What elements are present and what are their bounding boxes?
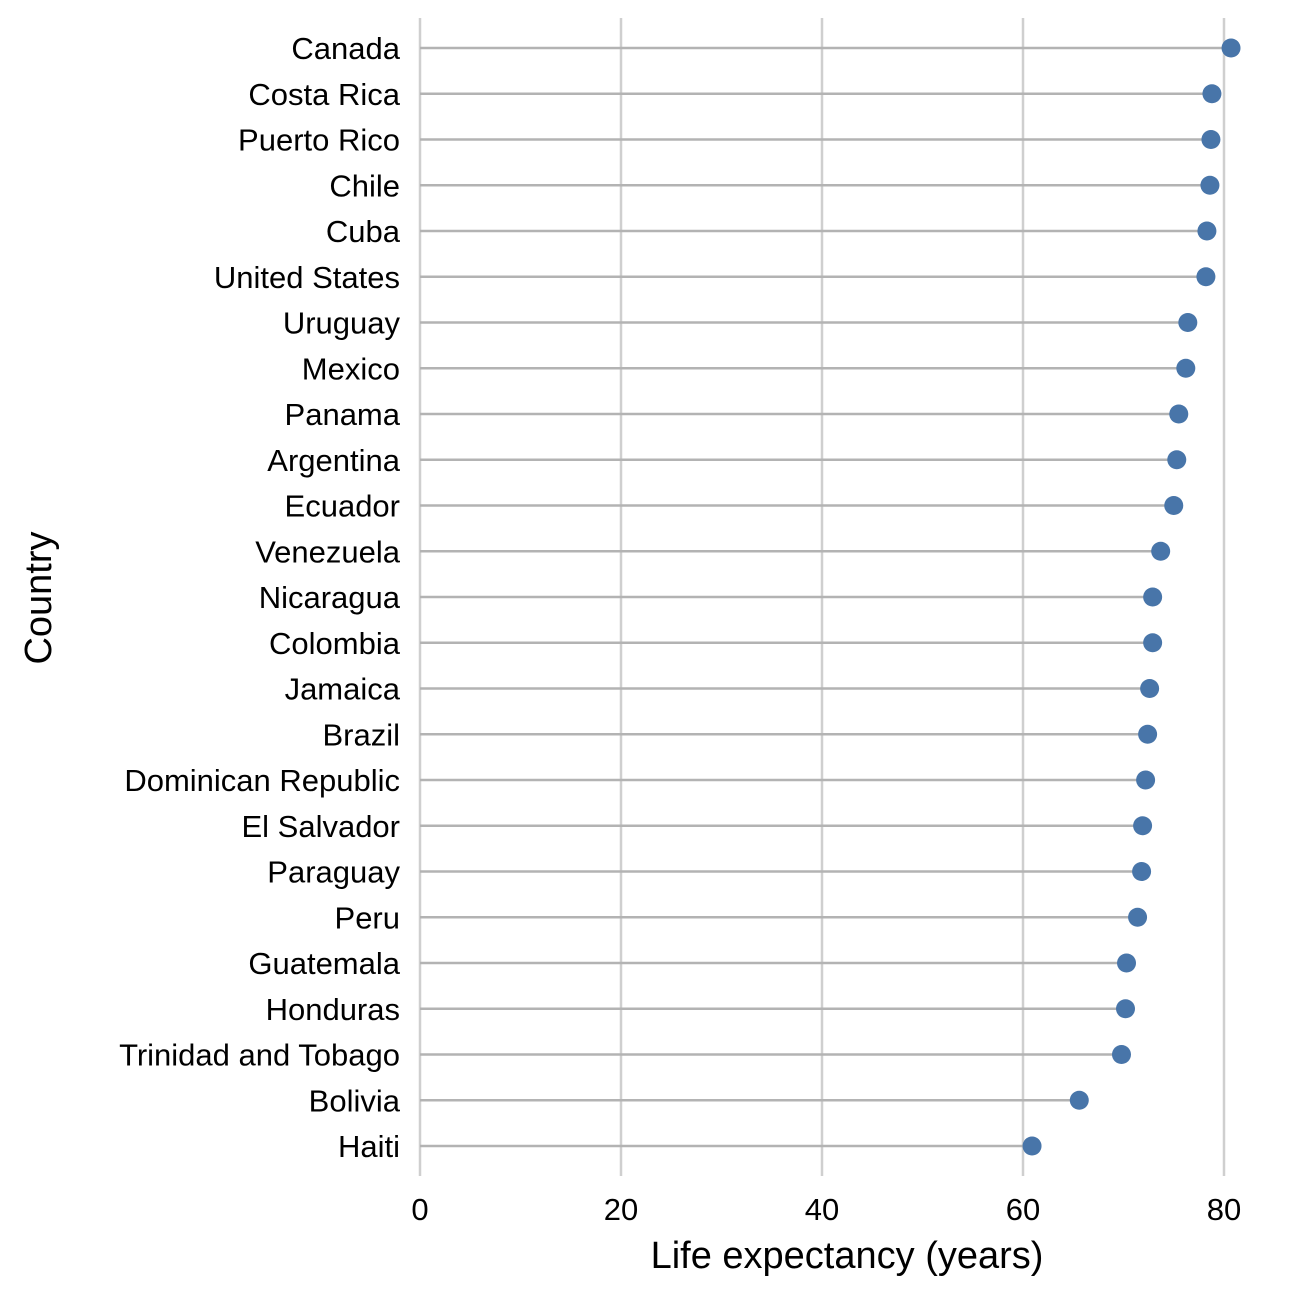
x-tick-label-40: 40 <box>805 1192 839 1227</box>
point-panama <box>1169 404 1189 424</box>
y-tick-label-cuba: Cuba <box>326 214 401 249</box>
y-tick-label-venezuela: Venezuela <box>255 534 401 569</box>
point-colombia <box>1143 633 1163 653</box>
y-tick-label-canada: Canada <box>291 31 400 66</box>
y-tick-label-puerto-rico: Puerto Rico <box>238 123 400 158</box>
point-nicaragua <box>1143 587 1163 607</box>
y-tick-label-chile: Chile <box>329 168 400 203</box>
y-tick-label-costa-rica: Costa Rica <box>248 77 400 112</box>
y-tick-label-haiti: Haiti <box>338 1129 400 1164</box>
y-tick-label-uruguay: Uruguay <box>283 306 401 341</box>
point-costa-rica <box>1202 84 1222 104</box>
y-tick-label-colombia: Colombia <box>269 626 401 661</box>
y-tick-label-peru: Peru <box>335 900 400 935</box>
point-dominican-republic <box>1136 770 1156 790</box>
point-canada <box>1221 38 1241 58</box>
y-tick-label-argentina: Argentina <box>267 443 400 478</box>
y-tick-label-guatemala: Guatemala <box>248 946 400 981</box>
point-bolivia <box>1069 1090 1089 1110</box>
y-tick-label-nicaragua: Nicaragua <box>259 580 401 615</box>
x-tick-label-60: 60 <box>1006 1192 1040 1227</box>
point-venezuela <box>1151 541 1171 561</box>
y-tick-label-honduras: Honduras <box>266 992 400 1027</box>
y-tick-label-dominican-republic: Dominican Republic <box>124 763 400 798</box>
x-tick-label-0: 0 <box>411 1192 428 1227</box>
y-tick-label-bolivia: Bolivia <box>309 1083 401 1118</box>
y-tick-label-united-states: United States <box>214 260 400 295</box>
stem-layer <box>420 46 1232 1148</box>
y-tick-label-el-salvador: El Salvador <box>241 809 400 844</box>
point-el-salvador <box>1133 816 1153 836</box>
point-layer <box>1022 38 1241 1156</box>
point-cuba <box>1197 221 1217 241</box>
y-tick-label-ecuador: Ecuador <box>285 489 400 524</box>
y-axis-title: Country <box>18 531 60 664</box>
y-tick-label-paraguay: Paraguay <box>267 855 400 890</box>
y-tick-label-jamaica: Jamaica <box>285 672 401 707</box>
point-trinidad-and-tobago <box>1111 1045 1131 1064</box>
y-axis-labels: Canada Costa Rica Puerto Rico Chile Cuba Unit… <box>119 31 401 1164</box>
y-tick-label-trinidad-and-tobago: Trinidad and Tobago <box>119 1038 400 1073</box>
point-ecuador <box>1164 496 1184 515</box>
x-axis-title: Life expectancy (years) <box>651 1235 1044 1277</box>
point-united-states <box>1196 267 1216 287</box>
point-jamaica <box>1140 679 1160 698</box>
point-honduras <box>1116 999 1136 1019</box>
x-tick-label-20: 20 <box>604 1192 638 1227</box>
point-argentina <box>1167 450 1187 470</box>
y-tick-label-brazil: Brazil <box>322 717 400 752</box>
y-tick-label-panama: Panama <box>285 397 401 432</box>
point-haiti <box>1022 1136 1042 1156</box>
x-axis-labels: 0 20 40 60 80 <box>411 1192 1241 1227</box>
x-tick-label-80: 80 <box>1207 1192 1241 1227</box>
point-chile <box>1200 175 1220 195</box>
point-peru <box>1128 907 1148 927</box>
y-tick-label-mexico: Mexico <box>302 351 400 386</box>
point-guatemala <box>1117 953 1137 973</box>
point-paraguay <box>1132 862 1152 881</box>
point-puerto-rico <box>1201 130 1221 149</box>
point-mexico <box>1176 358 1196 378</box>
point-uruguay <box>1178 313 1198 332</box>
point-brazil <box>1138 724 1158 744</box>
